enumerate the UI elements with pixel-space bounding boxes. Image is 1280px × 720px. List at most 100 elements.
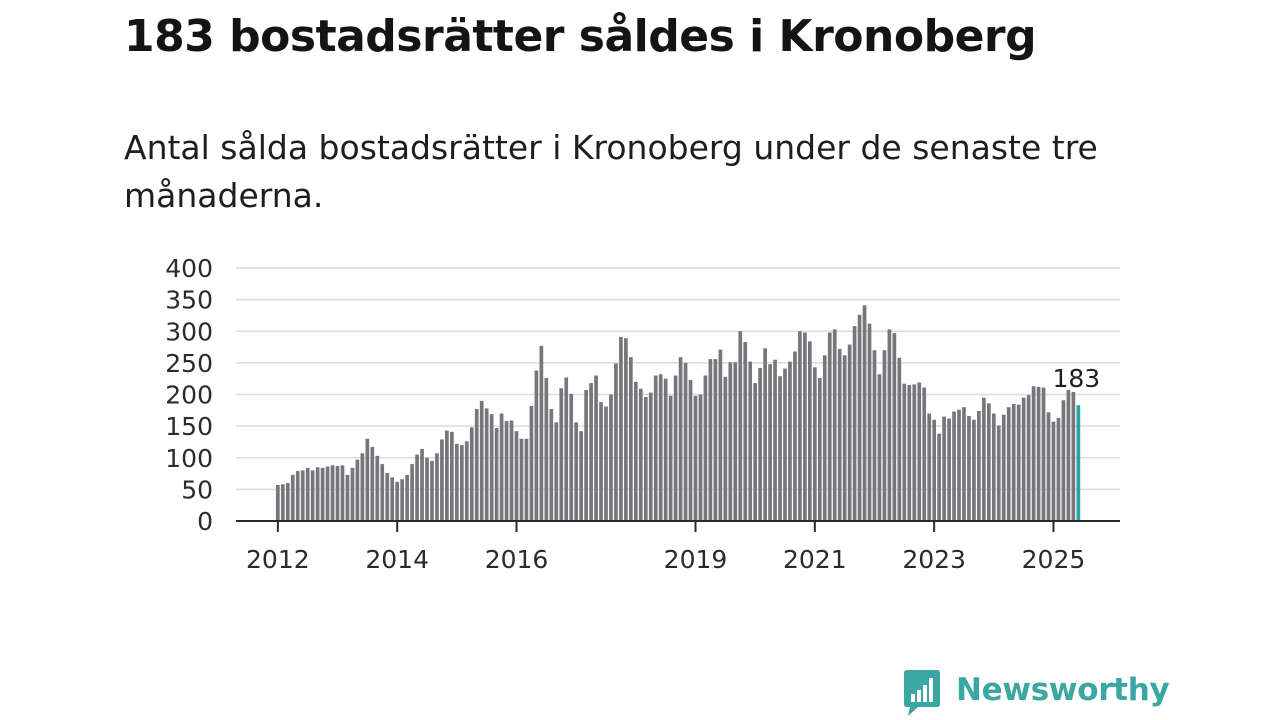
bar xyxy=(280,484,285,521)
bar xyxy=(295,471,300,521)
bar xyxy=(723,376,728,521)
bar xyxy=(957,409,961,521)
bar xyxy=(305,467,310,521)
bar xyxy=(425,457,429,521)
bar xyxy=(827,332,832,521)
chart-subtitle: Antal sålda bostadsrätter i Kronoberg un… xyxy=(124,128,1098,215)
bar xyxy=(1026,395,1031,521)
bar xyxy=(922,387,927,521)
x-tick-label: 2014 xyxy=(365,545,429,574)
bar xyxy=(798,331,802,521)
bar xyxy=(365,438,370,521)
bar xyxy=(1006,407,1011,521)
bar xyxy=(817,378,822,521)
y-tick-label: 200 xyxy=(165,381,213,410)
bar xyxy=(942,416,946,521)
bar xyxy=(494,428,499,521)
bar xyxy=(638,388,643,521)
bar xyxy=(276,484,280,521)
bar xyxy=(902,383,907,521)
bar xyxy=(1066,390,1071,521)
bar xyxy=(927,413,932,521)
bar xyxy=(315,467,320,521)
bar xyxy=(629,357,633,521)
bar xyxy=(1061,400,1066,521)
y-tick-label: 400 xyxy=(165,254,213,283)
bar xyxy=(728,362,733,521)
bar xyxy=(599,402,603,521)
bar xyxy=(1056,417,1061,521)
bar xyxy=(499,413,504,521)
bar xyxy=(1031,386,1036,521)
bar xyxy=(330,465,335,521)
bar xyxy=(872,350,877,521)
bar xyxy=(509,420,514,521)
bar xyxy=(967,416,971,521)
bar xyxy=(395,481,400,521)
bar xyxy=(882,350,887,521)
bar xyxy=(952,411,956,521)
bar xyxy=(847,344,852,521)
bar xyxy=(514,431,519,521)
bar xyxy=(464,441,469,521)
bar xyxy=(743,342,748,521)
bar xyxy=(614,363,618,521)
bar xyxy=(658,374,663,521)
bar xyxy=(534,370,539,521)
bar xyxy=(683,362,688,521)
bar xyxy=(738,331,743,521)
bar xyxy=(907,385,912,521)
bar xyxy=(574,422,579,521)
bar xyxy=(962,407,966,521)
bar xyxy=(822,355,827,521)
chart-title: 183 bostadsrätter såldes i Kronoberg xyxy=(124,11,1037,62)
bar xyxy=(390,477,395,521)
bar xyxy=(648,392,653,521)
bar xyxy=(917,382,922,521)
bar xyxy=(400,479,404,521)
bar xyxy=(758,367,762,521)
bar xyxy=(1021,397,1026,521)
bar xyxy=(410,464,414,521)
y-tick-label: 300 xyxy=(165,317,213,346)
bar xyxy=(837,348,842,521)
bar xyxy=(932,419,937,521)
y-tick-label: 0 xyxy=(197,507,213,536)
bar xyxy=(524,438,529,521)
bar xyxy=(808,341,812,521)
bar xyxy=(519,438,524,521)
bar xyxy=(504,421,509,521)
bar xyxy=(445,430,449,521)
bar xyxy=(484,408,489,521)
bar xyxy=(584,390,588,521)
bar xyxy=(793,351,797,521)
bar xyxy=(887,329,892,521)
bar xyxy=(862,305,867,521)
bar xyxy=(753,383,758,521)
bar xyxy=(688,379,693,521)
y-tick-label: 50 xyxy=(181,475,213,504)
bar xyxy=(454,443,459,521)
bar xyxy=(812,367,817,521)
highlight-value-label: 183 xyxy=(1052,364,1100,393)
bar xyxy=(877,374,882,521)
axes xyxy=(236,520,1120,532)
bar xyxy=(972,419,976,521)
bar xyxy=(1016,404,1021,521)
bar xyxy=(643,397,648,521)
bar xyxy=(773,359,777,521)
bar xyxy=(415,454,419,521)
x-tick-label: 2012 xyxy=(246,545,310,574)
brand-logo: Newsworthy xyxy=(902,668,1170,718)
bar xyxy=(748,361,753,521)
bar xyxy=(912,384,917,521)
bar xyxy=(479,400,484,521)
bar xyxy=(996,425,1001,521)
bar xyxy=(489,414,494,521)
x-tick-label: 2023 xyxy=(902,545,966,574)
bar xyxy=(852,326,857,521)
bar xyxy=(867,323,872,521)
bar xyxy=(1041,387,1046,521)
y-tick-label: 250 xyxy=(165,349,213,378)
bar xyxy=(405,474,409,521)
